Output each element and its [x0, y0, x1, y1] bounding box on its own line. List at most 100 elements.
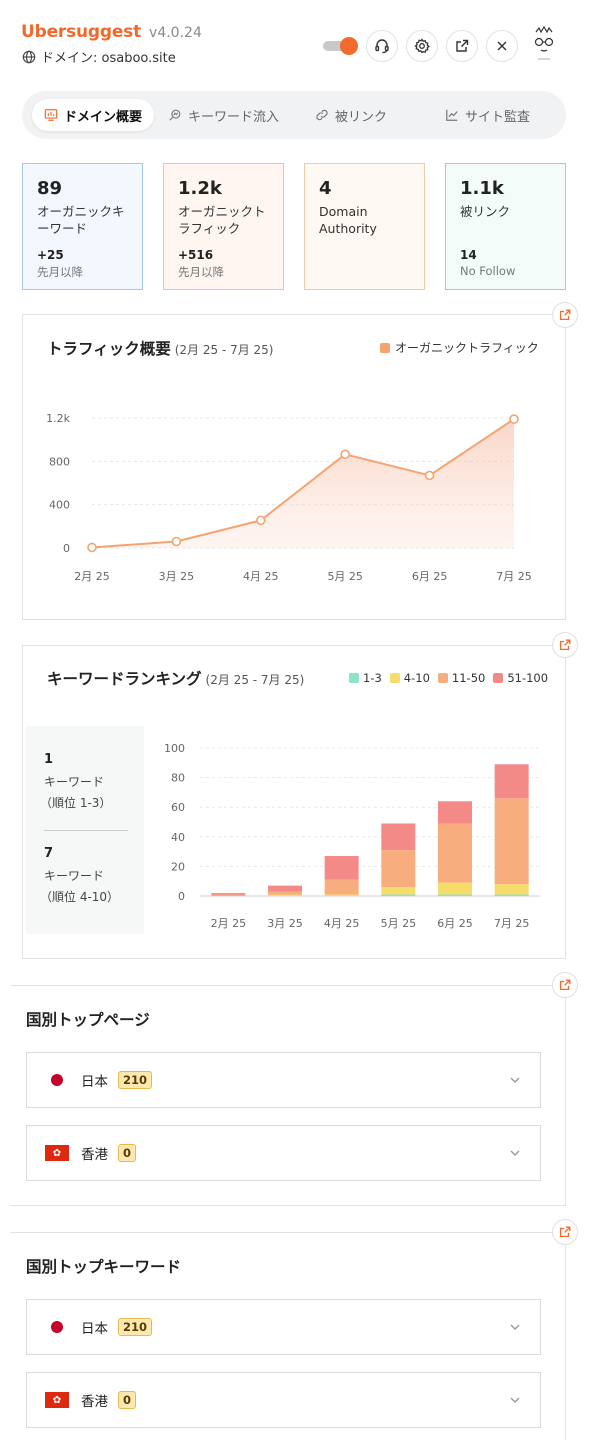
line-chart-icon [446, 109, 458, 121]
data-point [424, 470, 435, 481]
external-link-icon [559, 309, 571, 321]
bar-segment [438, 823, 472, 883]
ranking-header-divider [23, 696, 565, 716]
stat-value: 4 [319, 178, 332, 199]
legend-label: 11-50 [451, 671, 486, 685]
data-point [256, 515, 266, 526]
x-tick-label: 7月 25 [496, 570, 532, 583]
bar-segment [211, 893, 246, 895]
brand-name: Ubersuggest [21, 22, 142, 42]
tab-label: 被リンク [335, 109, 388, 125]
x-tick-label: 4月 25 [324, 917, 360, 930]
chevron-down-icon [510, 1150, 520, 1156]
count-badge: 0 [118, 1391, 137, 1409]
headset-icon [375, 39, 389, 54]
bar-segment [494, 884, 529, 895]
country-row-hk[interactable]: ✿ 香港 0 [26, 1372, 541, 1428]
x-tick-label: 3月 25 [159, 570, 195, 583]
stat-card-domain-authority[interactable]: 4 Domain Authority [304, 163, 425, 290]
external-link-icon [559, 979, 571, 991]
external-link-icon [559, 1226, 571, 1238]
external-link-icon [559, 639, 571, 651]
x-tick-label: 2月 25 [74, 570, 110, 583]
flag-jp-icon [45, 1319, 69, 1335]
gear-icon [414, 38, 430, 54]
flag-hk-icon: ✿ [45, 1392, 69, 1408]
stat-card-organic-traffic[interactable]: 1.2k オーガニックトラフィック +516 先月以降 [163, 163, 284, 290]
x-tick-label: 6月 25 [437, 917, 473, 930]
avatar[interactable] [530, 26, 558, 64]
data-point [171, 536, 182, 547]
stat-label: 被リンク [460, 204, 511, 219]
bar-segment [381, 823, 416, 851]
top-pages-title: 国別トップページ [26, 1011, 150, 1029]
legend-label: 4-10 [403, 671, 430, 685]
ranking-open-button[interactable] [552, 632, 578, 658]
legend-swatch [380, 342, 390, 353]
external-link-icon [456, 39, 469, 52]
ranking-legend: 1-3 4-10 11-50 51-100 [341, 671, 548, 685]
flag-hk-icon: ✿ [45, 1145, 69, 1161]
country-row-jp[interactable]: 日本 210 [26, 1299, 541, 1355]
legend-label: オーガニックトラフィック [395, 341, 539, 355]
data-point [340, 449, 351, 460]
stat-label: オーガニックトラフィック [178, 204, 266, 236]
legend-item-51-100: 51-100 [493, 671, 548, 685]
tab-bar: ドメイン概要 キーワード流入 被リンク サイト監査 [22, 91, 566, 139]
data-point [87, 542, 97, 553]
rank-top-count: 1 [44, 752, 54, 767]
top-pages-open-button[interactable] [552, 972, 578, 998]
bar-segment [324, 894, 359, 896]
y-tick-label: 80 [171, 772, 185, 785]
x-tick-label: 7月 25 [494, 917, 529, 930]
bar-segment [381, 887, 416, 895]
top-keywords-open-button[interactable] [552, 1219, 578, 1245]
ranking-range: (2月 25 - 7月 25) [205, 673, 305, 687]
tab-site-audit[interactable]: サイト監査 [433, 99, 542, 131]
monitor-chart-icon [44, 109, 58, 121]
y-tick-label: 0 [63, 542, 70, 555]
stat-card-organic-keywords[interactable]: 89 オーガニックキーワード +25 先月以降 [22, 163, 143, 290]
stat-sub: 先月以降 [178, 265, 224, 279]
country-row-hk[interactable]: ✿ 香港 0 [26, 1125, 541, 1181]
stat-label: オーガニックキーワード [37, 204, 125, 236]
traffic-title: トラフィック概要 (2月 25 - 7月 25) [47, 337, 273, 359]
y-tick-label: 0 [178, 890, 185, 903]
bar-segment [494, 798, 529, 885]
stat-value: 89 [37, 178, 63, 199]
enable-toggle[interactable] [323, 37, 359, 55]
traffic-open-button[interactable] [552, 302, 578, 328]
close-icon [497, 41, 507, 51]
x-tick-label: 6月 25 [412, 570, 448, 583]
stat-delta: +25 [37, 248, 64, 262]
y-tick-label: 1.2k [46, 412, 70, 425]
bar-segment [211, 894, 246, 896]
support-button[interactable] [366, 30, 398, 62]
tab-backlinks[interactable]: 被リンク [303, 99, 399, 131]
rank-top-label: キーワード [44, 775, 105, 789]
bar-segment [494, 894, 529, 896]
x-tick-label: 5月 25 [327, 570, 363, 583]
y-tick-label: 60 [171, 801, 185, 814]
bar-segment [438, 894, 472, 896]
rank-mid-sub: （順位 4-10） [40, 890, 120, 904]
y-tick-label: 400 [49, 499, 70, 512]
stat-card-backlinks[interactable]: 1.1k 被リンク 14 No Follow [445, 163, 566, 290]
settings-button[interactable] [406, 30, 438, 62]
link-icon [316, 109, 328, 121]
count-badge: 210 [118, 1318, 153, 1336]
tab-keyword-traffic[interactable]: キーワード流入 [156, 99, 291, 131]
y-tick-label: 100 [164, 742, 185, 755]
close-button[interactable] [486, 30, 518, 62]
tab-domain-overview[interactable]: ドメイン概要 [32, 99, 155, 131]
country-name: 日本 [81, 1321, 108, 1337]
open-external-button[interactable] [446, 30, 478, 62]
country-row-jp[interactable]: 日本 210 [26, 1052, 541, 1108]
rank-top-sub: （順位 1-3） [40, 796, 112, 810]
ranking-title-text: キーワードランキング [47, 670, 202, 688]
header: Ubersuggest v4.0.24 ドメイン: osaboo.site [0, 0, 590, 80]
y-tick-label: 40 [171, 831, 185, 844]
stat-value: 1.1k [460, 178, 504, 199]
data-point [509, 414, 519, 424]
x-tick-label: 2月 25 [211, 917, 247, 930]
